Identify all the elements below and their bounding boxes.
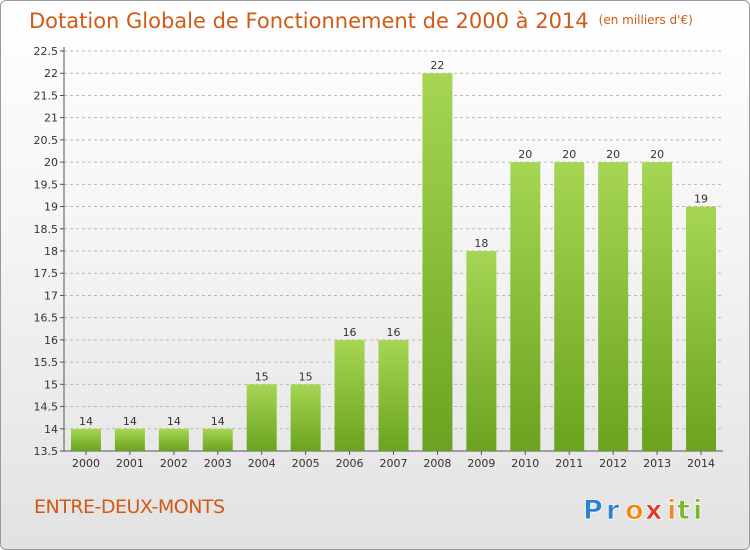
x-tick-label-2009: 2009 [467, 457, 495, 470]
x-tick-label-2010: 2010 [511, 457, 539, 470]
bar-2009 [466, 251, 497, 451]
bar-2007 [378, 339, 409, 451]
data-label-2009: 18 [474, 237, 488, 250]
y-tick-label: 15.5 [34, 356, 59, 369]
x-tick-label-2013: 2013 [643, 457, 671, 470]
bar-2012 [598, 162, 629, 451]
x-tick-label-2001: 2001 [116, 457, 144, 470]
bar-2004 [246, 384, 277, 451]
data-label-2005: 15 [299, 370, 313, 383]
data-label-2006: 16 [343, 326, 357, 339]
y-tick-label: 20 [44, 156, 58, 169]
y-tick-label: 19.5 [34, 178, 59, 191]
data-label-2011: 20 [562, 148, 576, 161]
bar-2001 [114, 428, 145, 451]
bar-2006 [334, 339, 365, 451]
y-tick-label: 13.5 [34, 445, 59, 458]
x-tick-label-2014: 2014 [687, 457, 715, 470]
y-tick-label: 14 [44, 423, 58, 436]
x-tick-label-2008: 2008 [423, 457, 451, 470]
bar-2014 [686, 206, 717, 451]
y-tick-label: 21.5 [34, 89, 59, 102]
x-tick-label-2012: 2012 [599, 457, 627, 470]
x-tick-label-2004: 2004 [248, 457, 276, 470]
data-label-2014: 19 [694, 193, 708, 206]
y-tick-label: 18.5 [34, 223, 59, 236]
logo-letter: i [667, 495, 676, 526]
bar-2013 [642, 162, 673, 451]
bar-2011 [554, 162, 585, 451]
data-label-2002: 14 [167, 415, 181, 428]
x-tick-label-2002: 2002 [160, 457, 188, 470]
y-tick-label: 21 [44, 112, 58, 125]
x-tick-label-2006: 2006 [336, 457, 364, 470]
y-tick-label: 15 [44, 378, 58, 391]
y-tick-label: 14.5 [34, 401, 59, 414]
y-tick-label: 16 [44, 334, 58, 347]
data-label-2010: 20 [518, 148, 532, 161]
x-tick-label-2000: 2000 [72, 457, 100, 470]
data-label-2001: 14 [123, 415, 137, 428]
y-tick-label: 20.5 [34, 134, 59, 147]
data-label-2007: 16 [387, 326, 401, 339]
data-label-2008: 22 [430, 59, 444, 72]
data-label-2003: 14 [211, 415, 225, 428]
x-tick-label-2011: 2011 [555, 457, 583, 470]
data-label-2013: 20 [650, 148, 664, 161]
logo-letter: r [606, 495, 620, 526]
y-tick-label: 16.5 [34, 312, 59, 325]
logo-letter: x [645, 495, 662, 526]
logo-letter: t [677, 495, 690, 526]
y-tick-label: 17 [44, 289, 58, 302]
y-tick-label: 18 [44, 245, 58, 258]
bar-2000 [70, 428, 101, 451]
data-label-2004: 15 [255, 370, 269, 383]
logo-letter: i [693, 495, 702, 526]
commune-name: ENTRE-DEUX-MONTS [34, 496, 225, 518]
y-tick-label: 22.5 [34, 45, 59, 58]
x-tick-label-2007: 2007 [380, 457, 408, 470]
bar-2002 [158, 428, 189, 451]
x-tick-label-2003: 2003 [204, 457, 232, 470]
data-label-2012: 20 [606, 148, 620, 161]
bar-2003 [202, 428, 233, 451]
chart-title-text: Dotation Globale de Fonctionnement de 20… [29, 9, 589, 33]
logo-letter: P [583, 495, 603, 526]
bar-2005 [290, 384, 321, 451]
bar-2008 [422, 73, 453, 451]
y-tick-label: 17.5 [34, 267, 59, 280]
y-tick-label: 22 [44, 67, 58, 80]
x-tick-label-2005: 2005 [292, 457, 320, 470]
chart-title: Dotation Globale de Fonctionnement de 20… [29, 9, 693, 33]
bar-2010 [510, 162, 541, 451]
y-tick-label: 19 [44, 201, 58, 214]
data-label-2000: 14 [79, 415, 93, 428]
chart-unit: (en milliers d'€) [598, 13, 693, 27]
logo-letter: o [625, 495, 644, 526]
